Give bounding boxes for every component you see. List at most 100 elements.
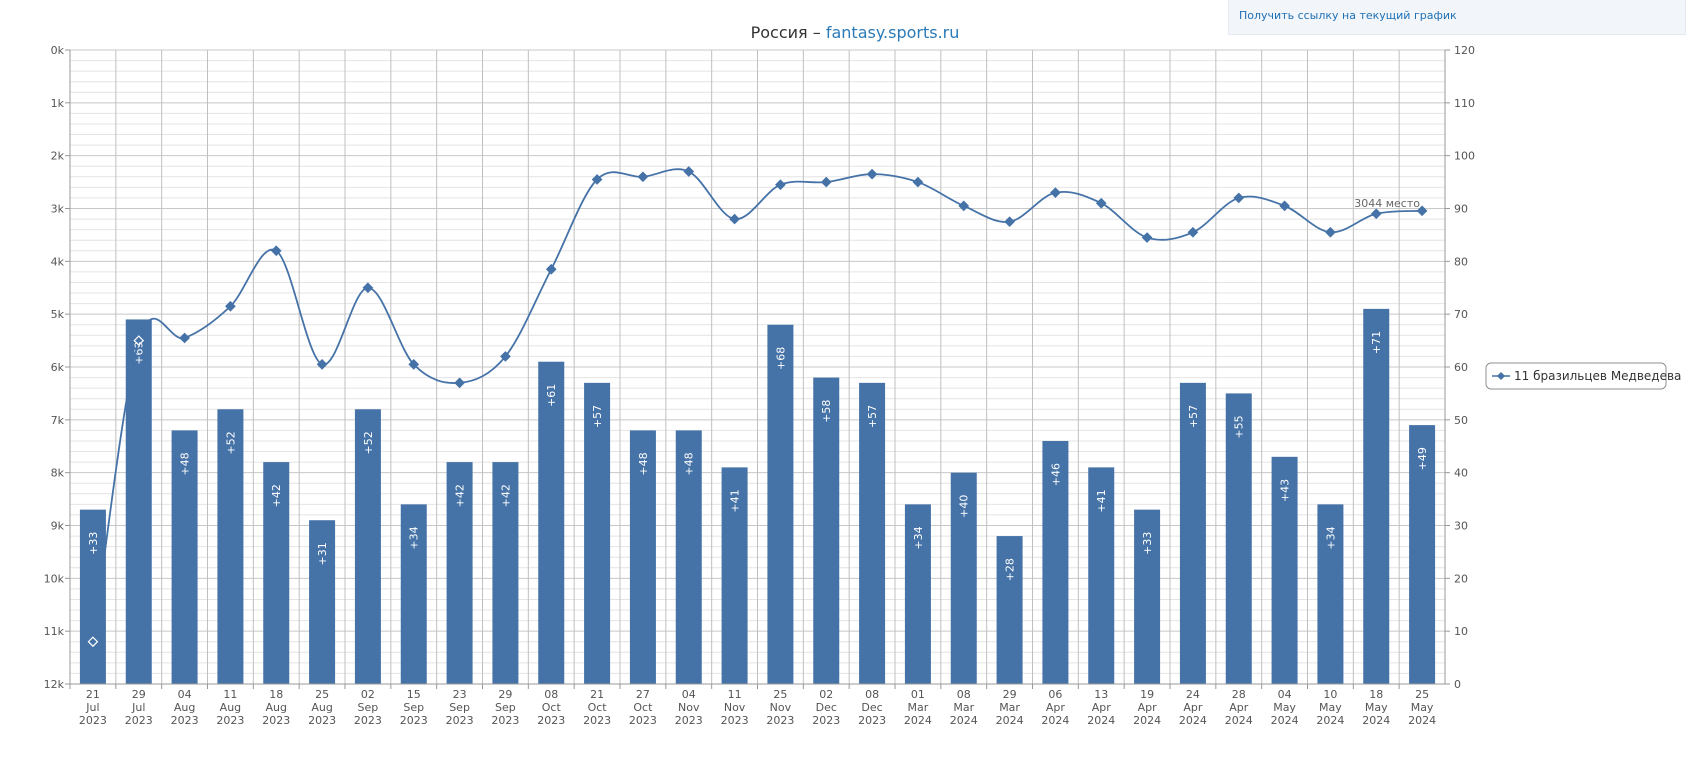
line-point: [729, 213, 740, 225]
line-point: [912, 176, 924, 188]
line-point: [500, 351, 511, 362]
line-point: [1187, 226, 1199, 238]
line-point: [1095, 197, 1107, 209]
bar-label: +55: [1233, 415, 1246, 438]
legend[interactable]: 11 бразильцев Медведева: [1485, 362, 1681, 390]
line-point: [1370, 208, 1382, 220]
x-tick-label: 2023: [308, 714, 336, 727]
x-tick-label: 2023: [354, 714, 382, 727]
y-tick-left: 12k: [44, 678, 65, 691]
x-tick-label: Nov: [724, 701, 746, 714]
x-tick-label: 04: [178, 688, 192, 701]
line-point: [1050, 187, 1061, 198]
y-tick-right: 50: [1454, 414, 1468, 427]
line-point: [820, 176, 832, 188]
x-tick-label: 28: [1232, 688, 1246, 701]
x-tick-label: May: [1273, 701, 1296, 714]
y-tick-left: 4k: [51, 255, 65, 268]
y-tick-right: 20: [1454, 572, 1468, 585]
x-tick-label: 23: [453, 688, 467, 701]
x-tick-label: 24: [1186, 688, 1200, 701]
x-tick-label: Aug: [174, 701, 195, 714]
x-tick-label: 2023: [79, 714, 107, 727]
x-tick-label: Oct: [542, 701, 562, 714]
bar: [721, 467, 748, 684]
x-tick-label: 10: [1323, 688, 1337, 701]
x-tick-label: 2024: [1362, 714, 1390, 727]
bar: [996, 536, 1023, 684]
y-tick-left: 6k: [51, 361, 65, 374]
y-tick-right: 100: [1454, 150, 1475, 163]
y-tick-right: 10: [1454, 625, 1468, 638]
x-tick-label: 18: [1369, 688, 1383, 701]
bar-label: +40: [958, 495, 971, 518]
x-tick-label: May: [1365, 701, 1388, 714]
bars: +33+69+48+52+42+31+52+34+42 +42+61+57+48 +…: [79, 308, 1436, 684]
x-tick-label: 02: [819, 688, 833, 701]
x-tick-label: Apr: [1229, 701, 1249, 714]
line-point: [958, 200, 970, 212]
x-tick-label: Apr: [1138, 701, 1158, 714]
bar-label: +48: [683, 452, 696, 475]
bar-label: +31: [316, 542, 329, 565]
y-tick-right: 90: [1454, 203, 1468, 216]
line-point: [133, 335, 145, 346]
x-tick-label: 2023: [858, 714, 886, 727]
x-tick-label: 2024: [1225, 714, 1253, 727]
x-tick-label: 2023: [537, 714, 565, 727]
point-annotation: 3044 место: [1354, 197, 1420, 210]
bar-label: +61: [545, 384, 558, 407]
y-tick-left: 9k: [51, 520, 65, 533]
bar-label: +49: [1416, 447, 1429, 470]
x-tick-label: 21: [86, 688, 100, 701]
x-tick-label: 27: [636, 688, 650, 701]
bar: [79, 509, 106, 684]
y-tick-left: 7k: [51, 414, 65, 427]
bar-label: +33: [1141, 532, 1154, 555]
x-tick-label: Sep: [449, 701, 470, 714]
line-series: 3044 место: [87, 166, 1428, 648]
x-tick-label: Jul: [85, 701, 99, 714]
line-point: [1141, 232, 1153, 243]
x-tick-label: 25: [1415, 688, 1429, 701]
bar: [950, 472, 977, 684]
x-tick-label: Dec: [861, 701, 882, 714]
line-point: [270, 245, 282, 257]
x-tick-label: 25: [315, 688, 329, 701]
bar-label: +43: [1279, 479, 1292, 502]
bar: [1134, 509, 1161, 684]
title-site-link[interactable]: fantasy.sports.ru: [826, 23, 960, 42]
bar: [629, 430, 656, 684]
get-chart-link[interactable]: Получить ссылку на текущий график: [1239, 9, 1457, 22]
x-tick-label: Oct: [588, 701, 608, 714]
bar: [1179, 382, 1206, 684]
line-point: [225, 300, 236, 312]
grid: [69, 49, 1446, 685]
x-tick-label: 08: [865, 688, 879, 701]
bar-label: +28: [1004, 558, 1017, 581]
x-tick-label: Mar: [953, 701, 974, 714]
y-tick-left: 11k: [44, 625, 65, 638]
x-tick-label: 29: [498, 688, 512, 701]
bar-label: +71: [1370, 331, 1383, 354]
x-tick-label: Sep: [403, 701, 424, 714]
y-tick-right: 30: [1454, 520, 1468, 533]
chart-link-panel: Получить ссылку на текущий график: [1228, 0, 1686, 35]
x-tick-label: 2023: [446, 714, 474, 727]
x-tick-label: 01: [911, 688, 925, 701]
x-tick-label: 21: [590, 688, 604, 701]
bar: [1317, 504, 1344, 684]
y-tick-left: 0k: [51, 44, 65, 57]
bar: [1271, 456, 1298, 684]
x-tick-label: 2023: [629, 714, 657, 727]
x-tick-label: 2023: [491, 714, 519, 727]
line-point: [545, 263, 557, 275]
bar-label: +48: [179, 452, 192, 475]
title-prefix: Россия –: [751, 23, 826, 42]
x-tick-label: Aug: [311, 701, 332, 714]
x-tick-label: 08: [544, 688, 558, 701]
x-tick-label: 2024: [1179, 714, 1207, 727]
x-tick-label: 2023: [262, 714, 290, 727]
y-tick-left: 3k: [51, 203, 65, 216]
bar: [1409, 425, 1436, 684]
